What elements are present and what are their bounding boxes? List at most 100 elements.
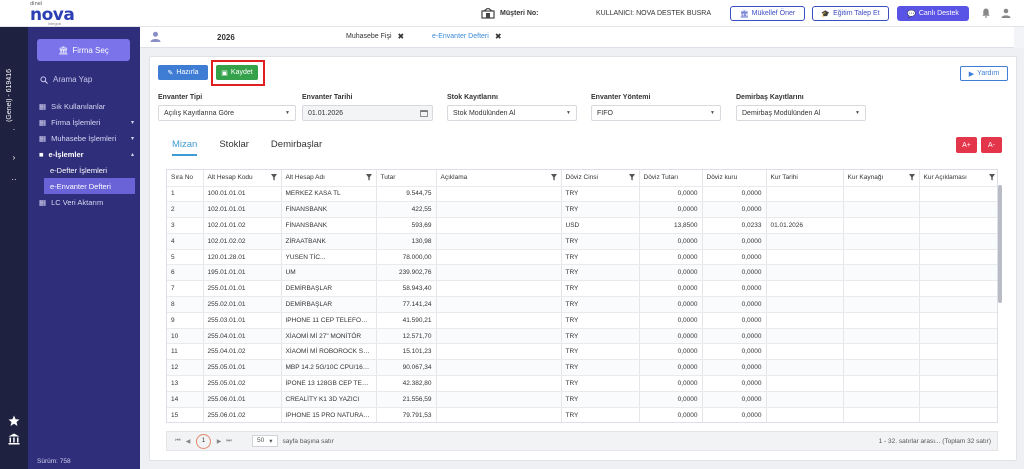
- table-row[interactable]: 3 102.01.01.02 FİNANSBANK 593,69 USD 13,8500 0…: [167, 217, 997, 234]
- tab-fixed-assets[interactable]: Demirbaşlar: [270, 139, 323, 150]
- select-company-button[interactable]: 🏛 Firma Seç: [37, 39, 130, 61]
- nova-logo[interactable]: dinel nova integral: [30, 1, 80, 26]
- column-header[interactable]: Sıra No: [167, 170, 204, 187]
- table-row[interactable]: 11 255.04.01.02 XİAOMİ Mİ ROBOROCK S6 ... 1…: [167, 343, 997, 361]
- table-cell: 0,0000: [702, 264, 767, 282]
- stock-records-select[interactable]: Stok Modülünden Al ▼: [447, 105, 577, 121]
- top-bar: dinel nova integral Müşteri No: KULLANIC…: [0, 0, 1024, 27]
- chevron-down-icon: ▼: [285, 110, 290, 116]
- save-highlight-frame: [211, 60, 265, 86]
- user-icon[interactable]: [1001, 8, 1011, 18]
- column-header[interactable]: Tutar: [376, 170, 437, 187]
- sidebar-item-lc-data-transfer[interactable]: ▦ LC Veri Aktarım: [28, 194, 140, 210]
- sidebar-item-label: LC Veri Aktarım: [51, 197, 104, 207]
- table-cell: 0,0000: [639, 280, 703, 298]
- column-header[interactable]: Döviz kuru: [702, 170, 767, 187]
- current-page-button[interactable]: 1: [196, 433, 211, 449]
- tab-label: Muhasebe Fişi: [346, 33, 392, 40]
- fixed-asset-records-select[interactable]: Demirbaş Modülünden Al ▼: [736, 105, 866, 121]
- column-header[interactable]: Açıklama: [436, 170, 562, 187]
- column-header[interactable]: Alt Hesap Adı: [281, 170, 377, 187]
- bank-icon[interactable]: [8, 433, 20, 445]
- prepare-button[interactable]: ✎ Hazırla: [158, 65, 208, 80]
- collapse-control-icon[interactable]: ·: [12, 125, 16, 134]
- table-row[interactable]: 10 255.04.01.01 XİAOMİ Mİ 27" MONİTÖR 12.57…: [167, 328, 997, 345]
- table-cell: USD: [561, 217, 640, 234]
- tab-scroll-area[interactable]: [1014, 27, 1024, 48]
- calendar-icon[interactable]: [420, 109, 428, 117]
- column-header[interactable]: Alt Hesap Kodu: [203, 170, 282, 187]
- tab-stocks[interactable]: Stoklar: [219, 139, 249, 150]
- last-page-button[interactable]: ⏭: [226, 437, 232, 444]
- filter-icon[interactable]: [628, 174, 635, 181]
- filter-icon[interactable]: [365, 174, 372, 181]
- suggest-taxpayer-button[interactable]: 🏛 Mükellef Öner: [730, 6, 805, 21]
- table-row[interactable]: 8 255.02.01.01 DEMİRBAŞLAR 77.141,24 TRY 0,00…: [167, 296, 997, 313]
- grid-scrollbar[interactable]: [998, 185, 1002, 303]
- more-dots-icon[interactable]: ··: [11, 175, 17, 184]
- table-row[interactable]: 9 255.03.01.01 IPHONE 11 CEP TELEFONU... 41…: [167, 312, 997, 329]
- tab-mizan[interactable]: Mizan: [172, 139, 198, 156]
- inventory-type-select[interactable]: Açılış Kayıtlarına Göre ▼: [158, 105, 296, 121]
- table-cell: TRY: [561, 249, 640, 266]
- close-icon[interactable]: ✖: [494, 32, 502, 41]
- table-cell: 41.590,21: [376, 312, 437, 329]
- bell-icon[interactable]: [982, 8, 990, 18]
- table-row[interactable]: 15 255.06.01.02 IPHONE 15 PRO NATURAL ... 7…: [167, 407, 997, 422]
- table-row[interactable]: 14 255.06.01.01 CREALİTY K1 3D YAZICI 21.55…: [167, 391, 997, 408]
- table-row[interactable]: 1 100.01.01.01 MERKEZ KASA TL 9.544,75 TRY 0,…: [167, 186, 997, 203]
- table-cell: [919, 233, 997, 250]
- column-header[interactable]: Döviz Tutarı: [639, 170, 703, 187]
- table-row[interactable]: 12 255.05.01.01 MBP 14.2 5G/10C CPU/16C...…: [167, 359, 997, 377]
- table-row[interactable]: 13 255.05.01.02 İPONE 13 128GB CEP TELE...…: [167, 375, 997, 392]
- column-header[interactable]: Kur Açıklaması: [919, 170, 997, 187]
- filter-icon[interactable]: [550, 174, 557, 181]
- table-row[interactable]: 4 102.01.02.02 ZİRAATBANK 130,98 TRY 0,0000 0,…: [167, 233, 997, 250]
- filter-icon[interactable]: [988, 174, 995, 181]
- sidebar-item-e-operations[interactable]: ■ e-İşlemler ▴: [28, 146, 140, 162]
- save-label: Kaydet: [230, 69, 253, 76]
- sidebar-search[interactable]: Arama Yap: [40, 75, 92, 84]
- table-row[interactable]: 6 195.01.01.01 UM 239.902,76 TRY 0,0000 0,0000: [167, 264, 997, 282]
- table-cell: 9: [167, 312, 204, 329]
- decrease-font-button[interactable]: A-: [981, 137, 1002, 153]
- column-header[interactable]: Döviz Cinsi: [561, 170, 640, 187]
- avatar-icon[interactable]: [150, 31, 161, 42]
- save-button[interactable]: ▣ Kaydet: [216, 65, 258, 80]
- tab-e-inventory-book[interactable]: e-Envanter Defteri ✖: [432, 32, 502, 41]
- live-support-button[interactable]: 💬 Canlı Destek: [897, 6, 969, 21]
- prev-page-button[interactable]: ◀: [185, 438, 191, 445]
- table-cell: 0,0000: [702, 249, 767, 266]
- request-training-button[interactable]: 🎓 Eğitim Talep Et: [812, 6, 889, 21]
- expand-arrow-icon[interactable]: ›: [12, 153, 16, 162]
- table-row[interactable]: 5 120.01.28.01 YUSEN TİC... 78.000,00 TRY 0,0…: [167, 249, 997, 266]
- filter-icon[interactable]: [908, 174, 915, 181]
- table-cell: [766, 343, 844, 361]
- sidebar-item-company-operations[interactable]: ▦ Firma İşlemleri ▾: [28, 114, 140, 130]
- column-header[interactable]: Kur Kaynağı: [843, 170, 920, 187]
- sidebar-item-favorites[interactable]: ▦ Sık Kullanılanlar: [28, 98, 140, 114]
- column-header[interactable]: Kur Tarihi: [766, 170, 844, 187]
- fiscal-year[interactable]: 2026: [217, 33, 235, 42]
- table-cell: DEMİRBAŞLAR: [281, 296, 377, 313]
- filter-icon[interactable]: [270, 174, 277, 181]
- chevron-down-icon: ▼: [855, 110, 860, 116]
- next-page-button[interactable]: ▶: [216, 438, 222, 445]
- sidebar-item-accounting-operations[interactable]: ▦ Muhasebe İşlemleri ▾: [28, 130, 140, 146]
- close-icon[interactable]: ✖: [397, 32, 405, 41]
- table-cell: [843, 217, 920, 234]
- inventory-date-field[interactable]: 01.01.2026: [302, 105, 433, 121]
- table-row[interactable]: 7 255.01.01.01 DEMİRBAŞLAR 58.943,40 TRY 0,00…: [167, 280, 997, 298]
- first-page-button[interactable]: ⏮: [175, 437, 181, 444]
- sidebar-item-e-ledger-operations[interactable]: e-Defter İşlemleri: [28, 162, 140, 178]
- inventory-method-select[interactable]: FIFO ▼: [591, 105, 721, 121]
- tab-accounting-voucher[interactable]: Muhasebe Fişi ✖: [346, 32, 404, 41]
- help-button[interactable]: ▶ Yardım: [960, 66, 1008, 81]
- star-icon[interactable]: [8, 415, 20, 427]
- table-cell: 6: [167, 264, 204, 282]
- table-row[interactable]: 2 102.01.01.01 FİNANSBANK 422,55 TRY 0,0000 0,…: [167, 201, 997, 219]
- page-size-select[interactable]: 50 ▾: [252, 435, 278, 447]
- grid-icon: ▦: [39, 101, 47, 111]
- sidebar-item-e-inventory-book[interactable]: e-Envanter Defteri: [44, 178, 135, 194]
- increase-font-button[interactable]: A+: [956, 137, 977, 153]
